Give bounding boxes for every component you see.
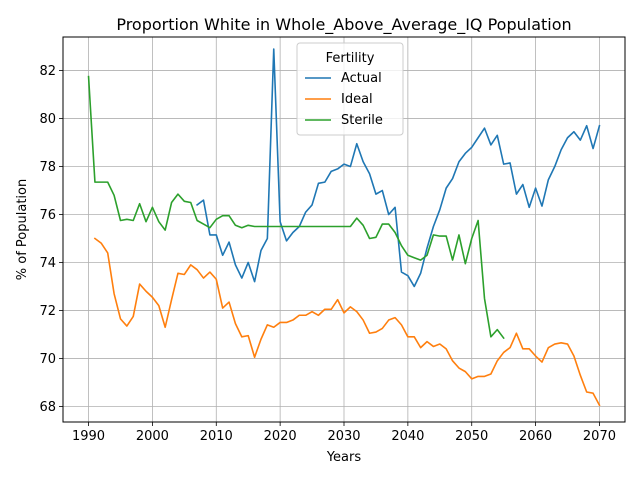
legend-label-sterile: Sterile <box>341 113 383 128</box>
x-axis-label: Years <box>326 450 362 465</box>
chart-title: Proportion White in Whole_Above_Average_… <box>116 15 571 35</box>
x-tick-label: 2030 <box>327 429 360 444</box>
x-tick-label: 1990 <box>72 429 105 444</box>
x-tick-label: 2020 <box>264 429 297 444</box>
legend-label-actual: Actual <box>341 71 382 86</box>
legend: Fertility Actual Ideal Sterile <box>296 42 404 136</box>
series-line-ideal <box>93 237 601 407</box>
y-tick-label: 70 <box>39 352 56 367</box>
y-axis: 68 70 72 74 76 78 80 82 <box>39 64 63 415</box>
y-tick-label: 74 <box>39 256 56 271</box>
legend-title: Fertility <box>326 51 375 66</box>
y-tick-label: 82 <box>39 64 56 79</box>
x-tick-label: 2060 <box>519 429 552 444</box>
x-tick-label: 2000 <box>136 429 169 444</box>
legend-label-ideal: Ideal <box>341 92 373 107</box>
y-axis-label: % of Population <box>15 179 30 280</box>
y-tick-label: 76 <box>39 208 56 223</box>
x-tick-label: 2070 <box>583 429 616 444</box>
y-tick-label: 72 <box>39 304 56 319</box>
x-tick-label: 2050 <box>455 429 488 444</box>
x-tick-label: 2010 <box>200 429 233 444</box>
x-axis: 1990 2000 2010 2020 2030 2040 2050 2060 2070 <box>72 422 616 444</box>
series-layer <box>87 48 601 407</box>
y-tick-label: 78 <box>39 160 56 175</box>
y-tick-label: 68 <box>39 400 56 415</box>
legend-box <box>296 42 404 136</box>
series-line-sterile <box>87 75 505 340</box>
y-tick-label: 80 <box>39 112 56 127</box>
x-tick-label: 2040 <box>391 429 424 444</box>
